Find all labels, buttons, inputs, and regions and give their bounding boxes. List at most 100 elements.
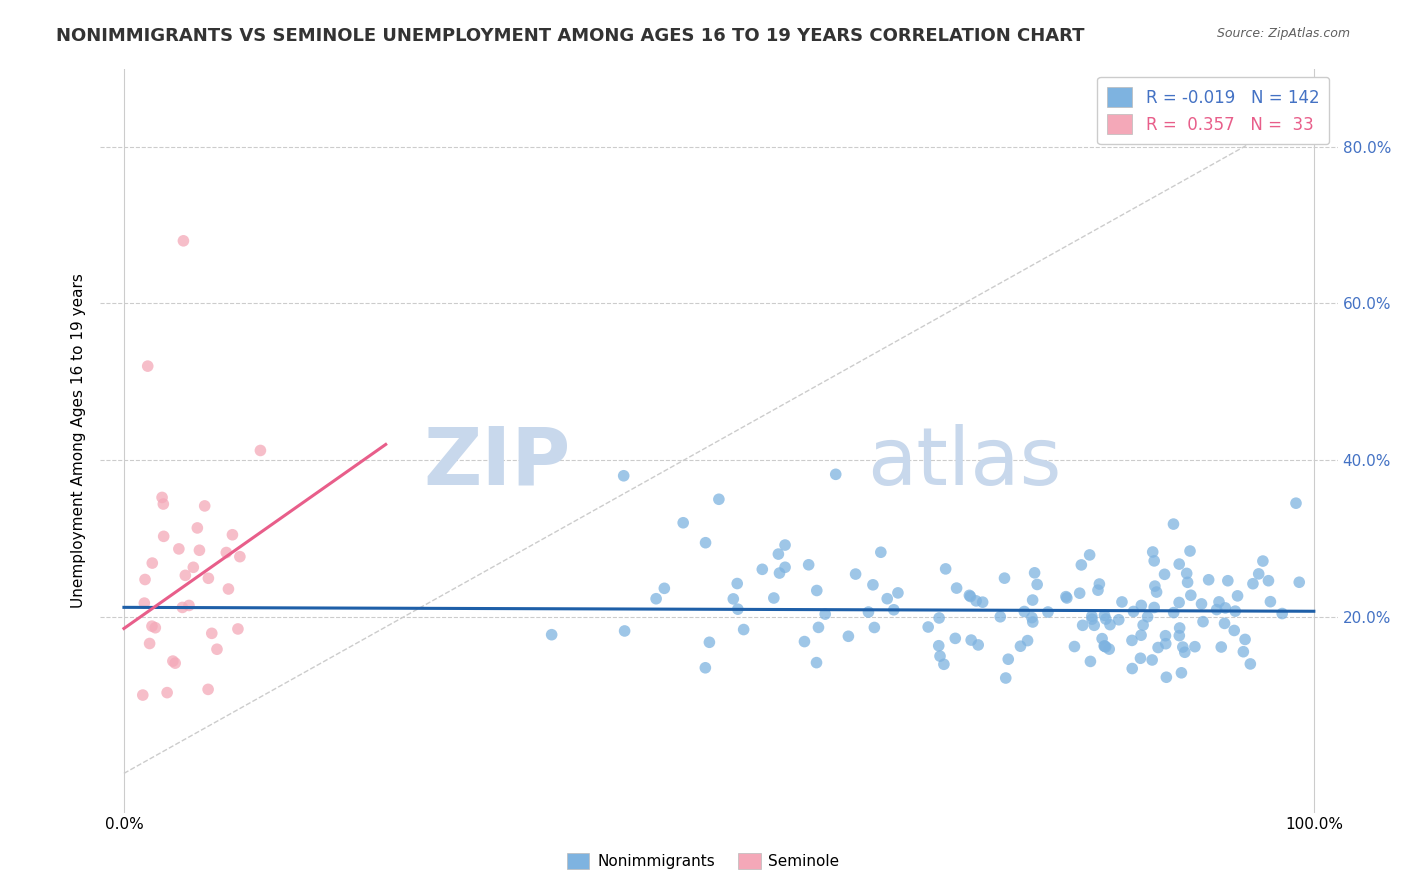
Point [174, 568, 197, 582]
Point [1098, 617, 1121, 632]
Point [1081, 609, 1104, 624]
Point [132, 688, 155, 702]
Point [1021, 610, 1043, 624]
Point [229, 549, 252, 564]
Point [1247, 566, 1270, 581]
Point [1091, 632, 1114, 646]
Text: Source: ZipAtlas.com: Source: ZipAtlas.com [1216, 27, 1350, 40]
Legend: Nonimmigrants, Seminole: Nonimmigrants, Seminole [561, 847, 845, 875]
Point [152, 497, 174, 511]
Point [1168, 629, 1191, 643]
Point [197, 571, 219, 585]
Point [1036, 605, 1059, 619]
Point [959, 590, 981, 604]
Point [1234, 632, 1257, 647]
Point [768, 566, 790, 580]
Point [1122, 605, 1144, 619]
Point [186, 521, 208, 535]
Point [725, 576, 748, 591]
Point [1178, 544, 1201, 558]
Point [194, 499, 217, 513]
Point [1017, 633, 1039, 648]
Point [1021, 593, 1043, 607]
Point [217, 582, 239, 596]
Point [972, 595, 994, 609]
Point [1080, 655, 1102, 669]
Point [1213, 616, 1236, 631]
Point [1232, 645, 1254, 659]
Point [1180, 588, 1202, 602]
Point [165, 656, 187, 670]
Point [1260, 595, 1282, 609]
Point [172, 234, 194, 248]
Point [1163, 606, 1185, 620]
Point [134, 596, 156, 610]
Point [1205, 602, 1227, 616]
Point [201, 626, 224, 640]
Point [645, 591, 668, 606]
Point [1121, 633, 1143, 648]
Point [960, 633, 983, 648]
Text: NONIMMIGRANTS VS SEMINOLE UNEMPLOYMENT AMONG AGES 16 TO 19 YEARS CORRELATION CHA: NONIMMIGRANTS VS SEMINOLE UNEMPLOYMENT A… [56, 27, 1085, 45]
Point [1154, 637, 1177, 651]
Text: atlas: atlas [868, 424, 1062, 502]
Point [188, 543, 211, 558]
Point [672, 516, 695, 530]
Point [221, 527, 243, 541]
Point [862, 578, 884, 592]
Point [1198, 573, 1220, 587]
Point [197, 682, 219, 697]
Point [1223, 624, 1246, 638]
Point [1153, 567, 1175, 582]
Point [1140, 653, 1163, 667]
Point [138, 636, 160, 650]
Point [1147, 640, 1170, 655]
Point [156, 685, 179, 699]
Point [1129, 651, 1152, 665]
Point [1288, 575, 1310, 590]
Point [845, 567, 868, 582]
Point [1241, 576, 1264, 591]
Point [751, 562, 773, 576]
Point [733, 623, 755, 637]
Point [1143, 579, 1166, 593]
Point [935, 562, 957, 576]
Legend: R = -0.019   N = 142, R =  0.357   N =  33: R = -0.019 N = 142, R = 0.357 N = 33 [1097, 77, 1329, 145]
Point [205, 642, 228, 657]
Point [1069, 586, 1091, 600]
Point [994, 671, 1017, 685]
Point [141, 556, 163, 570]
Point [1146, 585, 1168, 599]
Point [1171, 640, 1194, 654]
Point [1168, 557, 1191, 571]
Point [1078, 548, 1101, 562]
Point [957, 588, 980, 602]
Y-axis label: Unemployment Among Ages 16 to 19 years: Unemployment Among Ages 16 to 19 years [72, 273, 86, 608]
Point [1063, 640, 1085, 654]
Point [143, 621, 166, 635]
Point [929, 649, 952, 664]
Point [1026, 577, 1049, 591]
Point [997, 652, 1019, 666]
Point [1177, 575, 1199, 590]
Point [613, 468, 636, 483]
Point [1174, 645, 1197, 659]
Point [837, 629, 859, 643]
Point [1121, 661, 1143, 675]
Point [876, 591, 898, 606]
Point [993, 571, 1015, 585]
Point [858, 605, 880, 619]
Point [1154, 629, 1177, 643]
Point [887, 586, 910, 600]
Point [136, 359, 159, 373]
Point [1208, 595, 1230, 609]
Point [1226, 589, 1249, 603]
Point [1257, 574, 1279, 588]
Point [917, 620, 939, 634]
Point [1108, 613, 1130, 627]
Point [1024, 566, 1046, 580]
Point [177, 599, 200, 613]
Point [883, 603, 905, 617]
Point [965, 594, 987, 608]
Point [945, 581, 967, 595]
